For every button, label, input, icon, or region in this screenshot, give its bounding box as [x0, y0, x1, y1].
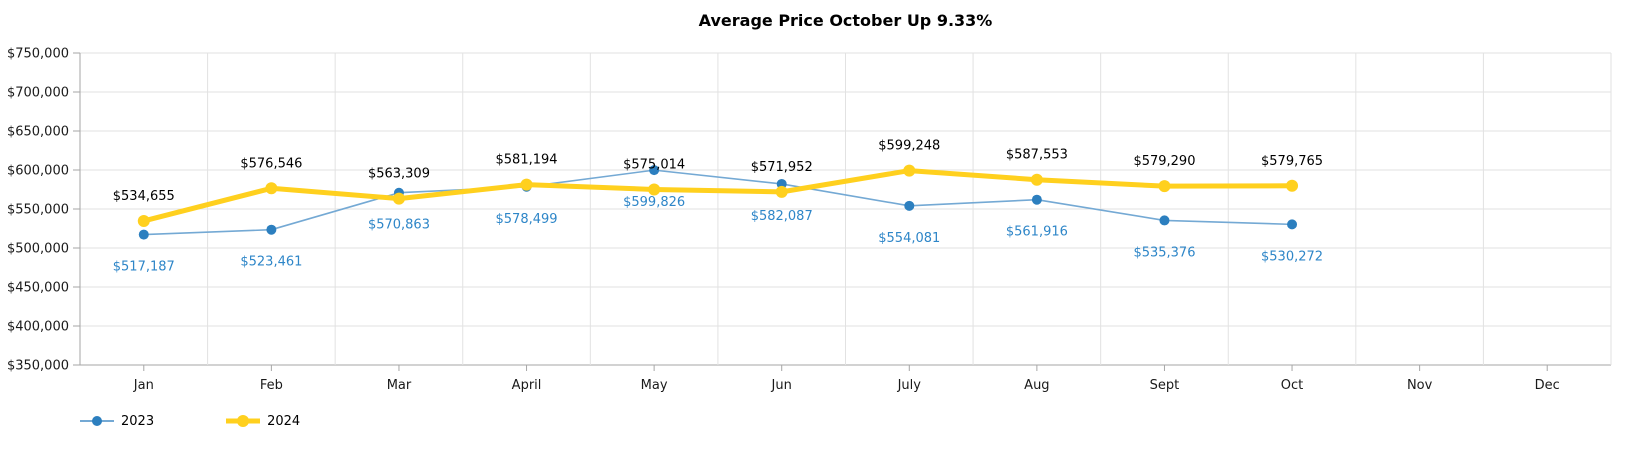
data-point-2023-July[interactable] — [904, 200, 915, 211]
data-point-2024-July[interactable] — [903, 164, 916, 177]
data-point-2024-Mar[interactable] — [392, 192, 405, 205]
data-point-2023-Aug[interactable] — [1031, 194, 1042, 205]
y-axis-label: $750,000 — [7, 47, 69, 62]
x-axis-label: Mar — [387, 378, 412, 393]
x-axis-label: Nov — [1407, 378, 1433, 393]
data-label-2024-Mar: $563,309 — [368, 167, 430, 182]
legend-label-2024: 2024 — [267, 413, 301, 429]
legend-swatch-2023-icon — [80, 416, 114, 426]
data-point-2024-Jan[interactable] — [137, 214, 150, 227]
data-label-2023-Jan: $517,187 — [113, 260, 175, 275]
y-axis-label: $500,000 — [7, 242, 69, 257]
data-point-2023-May[interactable] — [649, 165, 660, 176]
data-label-2023-April: $578,499 — [496, 212, 558, 227]
data-label-2023-Oct: $530,272 — [1261, 249, 1323, 264]
data-point-2024-Feb[interactable] — [265, 182, 278, 195]
data-label-2024-Sept: $579,290 — [1133, 154, 1195, 169]
legend-label-2023: 2023 — [121, 413, 155, 429]
x-axis-label: Sept — [1150, 378, 1180, 393]
data-label-2024-Feb: $576,546 — [240, 156, 302, 171]
y-axis-label: $350,000 — [7, 359, 69, 374]
x-axis-label: Dec — [1535, 378, 1560, 393]
y-axis-label: $650,000 — [7, 125, 69, 140]
data-label-2024-Jun: $571,952 — [751, 160, 813, 175]
data-label-2023-July: $554,081 — [878, 231, 940, 246]
data-point-2024-Jun[interactable] — [775, 185, 788, 198]
data-label-2023-Feb: $523,461 — [240, 255, 302, 270]
data-point-2024-Aug[interactable] — [1030, 173, 1043, 186]
x-axis-label: Jan — [133, 378, 154, 393]
data-label-2023-May: $599,826 — [623, 195, 685, 210]
data-label-2024-Oct: $579,765 — [1261, 154, 1323, 169]
legend-item-2023[interactable]: 2023 — [80, 414, 154, 429]
x-axis-label: April — [512, 378, 542, 393]
y-axis-label: $600,000 — [7, 164, 69, 179]
data-label-2024-April: $581,194 — [496, 153, 558, 168]
data-label-2023-Sept: $535,376 — [1133, 245, 1195, 260]
x-axis-label: Oct — [1281, 378, 1303, 393]
data-point-2024-May[interactable] — [648, 183, 661, 196]
data-point-2023-Feb[interactable] — [266, 224, 277, 235]
data-label-2024-Aug: $587,553 — [1006, 148, 1068, 163]
x-axis-label: Aug — [1024, 378, 1049, 393]
data-point-2024-Sept[interactable] — [1158, 180, 1171, 193]
data-label-2023-Mar: $570,863 — [368, 218, 430, 233]
chart-title: Average Price October Up 9.33% — [698, 11, 993, 30]
data-label-2023-Jun: $582,087 — [751, 209, 813, 224]
x-axis-label: July — [897, 378, 922, 393]
data-label-2024-May: $575,014 — [623, 157, 685, 172]
legend: 2023 2024 — [80, 409, 300, 433]
legend-swatch-2024-icon — [226, 415, 261, 427]
data-point-2023-Jan[interactable] — [138, 229, 149, 240]
data-point-2023-Sept[interactable] — [1159, 215, 1170, 226]
y-axis-label: $700,000 — [7, 86, 69, 101]
data-label-2024-Jan: $534,655 — [113, 189, 175, 204]
data-point-2024-Oct[interactable] — [1286, 179, 1299, 192]
data-label-2024-July: $599,248 — [878, 139, 940, 154]
data-label-2023-Aug: $561,916 — [1006, 225, 1068, 240]
x-axis-label: May — [641, 378, 668, 393]
series-2023-line — [142, 169, 1293, 236]
data-point-2024-April[interactable] — [520, 178, 533, 191]
y-axis-label: $450,000 — [7, 281, 69, 296]
y-axis-label: $400,000 — [7, 320, 69, 335]
x-axis-label: Feb — [260, 378, 283, 393]
x-axis-label: Jun — [771, 378, 792, 393]
y-axis-label: $550,000 — [7, 203, 69, 218]
legend-item-2024[interactable]: 2024 — [226, 414, 300, 429]
series-2024-line — [141, 168, 1295, 224]
data-point-2023-Oct[interactable] — [1287, 219, 1298, 230]
